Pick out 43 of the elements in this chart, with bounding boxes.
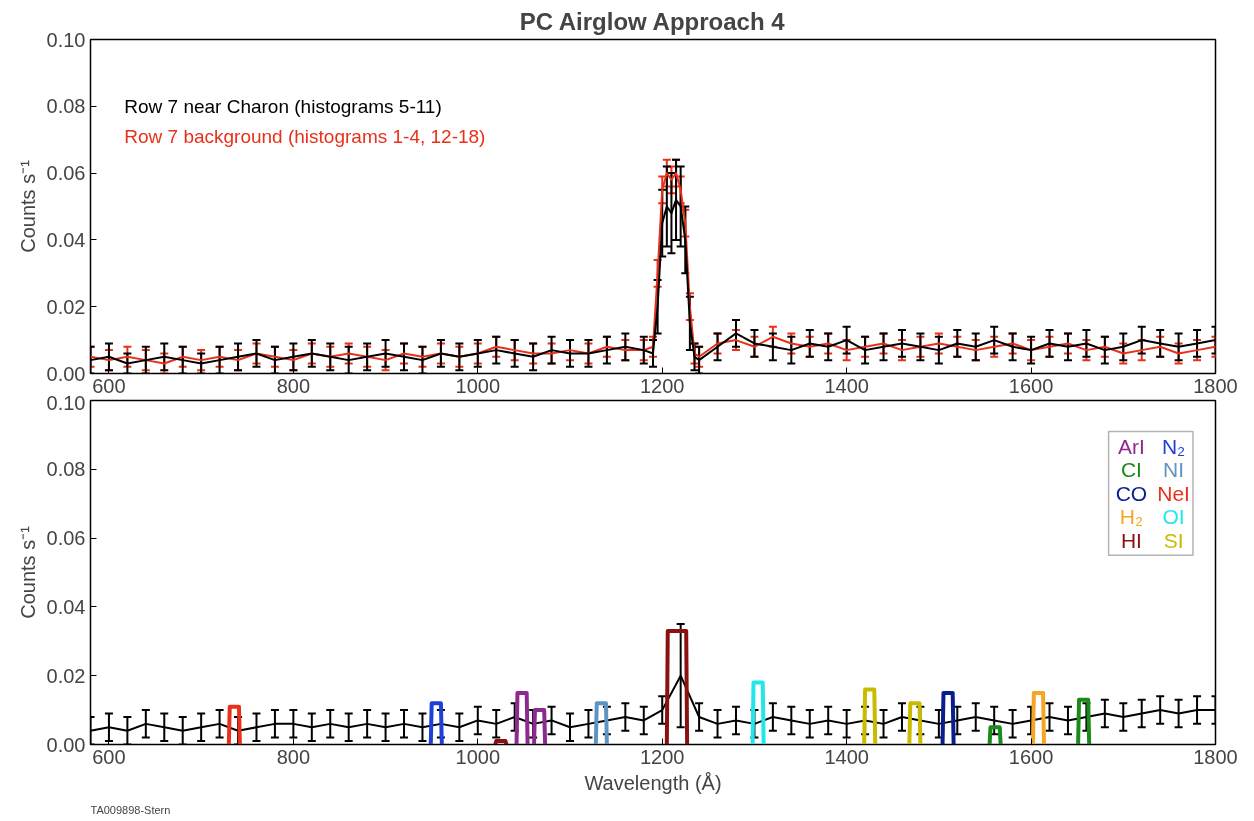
text: TA009898-Stern (90, 803, 171, 816)
text: OI (1162, 505, 1185, 529)
text: Row 7 near Charon (histograms 5-11) (124, 95, 442, 117)
text: CI (1120, 458, 1142, 482)
text: ArI (1117, 435, 1145, 459)
y-tick-label: 0.00 (46, 362, 86, 385)
y-tick-label: 0.00 (46, 733, 86, 756)
y-tick-label: 0.04 (46, 595, 86, 618)
y-tick-label: 0.04 (46, 228, 86, 251)
x-tick-label: 1000 (455, 374, 501, 397)
x-tick-label: 1000 (455, 745, 501, 768)
x-tick-label: 1600 (1008, 745, 1054, 768)
y-tick-label: 0.10 (46, 391, 86, 414)
x-tick-label: 1800 (1193, 745, 1238, 768)
text: NI (1163, 458, 1185, 482)
y-axis-title: Counts s⁻¹ (16, 159, 39, 253)
x-tick-label: 1400 (824, 374, 869, 397)
y-tick-label: 0.02 (46, 295, 86, 318)
x-tick-label: 800 (276, 745, 311, 768)
x-tick-label: 1600 (1008, 374, 1054, 397)
x-tick-label: 1400 (824, 745, 869, 768)
text: SI (1163, 528, 1184, 552)
y-tick-label: 0.02 (46, 664, 86, 687)
text: HI (1120, 528, 1142, 552)
x-tick-label: 1800 (1193, 374, 1238, 397)
y-tick-label: 0.08 (46, 458, 86, 481)
y-tick-label: 0.08 (46, 95, 86, 118)
chart-title: PC Airglow Approach 4 (519, 7, 786, 35)
x-tick-label: 600 (92, 745, 126, 768)
text: N₂ (1161, 435, 1186, 459)
y-axis-title: Counts s⁻¹ (16, 525, 39, 619)
text: Row 7 background (histograms 1-4, 12-18) (124, 125, 486, 147)
y-tick-label: 0.06 (46, 162, 86, 185)
text: CO (1115, 481, 1148, 505)
x-tick-label: 1200 (639, 745, 685, 768)
x-tick-label: 800 (276, 374, 311, 397)
x-tick-label: 1200 (639, 374, 685, 397)
x-axis-title: Wavelength (Å) (584, 771, 722, 794)
x-tick-label: 600 (92, 374, 126, 397)
text: H₂ (1119, 505, 1144, 529)
y-tick-label: 0.10 (46, 28, 86, 51)
y-tick-label: 0.06 (46, 527, 86, 550)
text: NeI (1157, 481, 1190, 505)
